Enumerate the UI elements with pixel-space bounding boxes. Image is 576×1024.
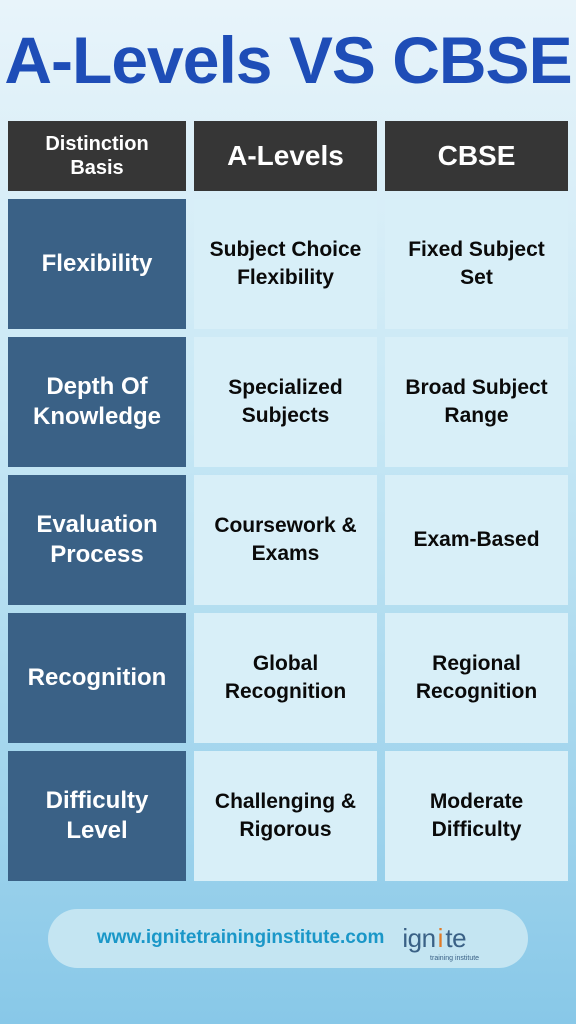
header-alevels: A-Levels [194, 121, 377, 191]
table-row: Evaluation Process Coursework & Exams Ex… [8, 475, 568, 605]
row-alevels-value: Global Recognition [194, 613, 377, 743]
row-alevels-value: Subject Choice Flexibility [194, 199, 377, 329]
table-header-row: Distinction Basis A-Levels CBSE [8, 121, 568, 191]
row-basis: Difficulty Level [8, 751, 186, 881]
comparison-table: Distinction Basis A-Levels CBSE Flexibil… [8, 121, 568, 881]
row-cbse-value: Moderate Difficulty [385, 751, 568, 881]
logo-text-end: te [445, 923, 466, 954]
row-cbse-value: Regional Recognition [385, 613, 568, 743]
header-cbse: CBSE [385, 121, 568, 191]
row-cbse-value: Broad Subject Range [385, 337, 568, 467]
row-basis: Depth Of Knowledge [8, 337, 186, 467]
row-basis: Evaluation Process [8, 475, 186, 605]
row-cbse-value: Exam-Based [385, 475, 568, 605]
row-basis: Recognition [8, 613, 186, 743]
table-row: Flexibility Subject Choice Flexibility F… [8, 199, 568, 329]
logo-subtitle: training institute [430, 955, 479, 962]
footer-bar: www.ignitetraininginstitute.com ignite t… [48, 909, 528, 968]
row-alevels-value: Specialized Subjects [194, 337, 377, 467]
header-distinction-basis: Distinction Basis [8, 121, 186, 191]
row-alevels-value: Coursework & Exams [194, 475, 377, 605]
row-cbse-value: Fixed Subject Set [385, 199, 568, 329]
table-row: Depth Of Knowledge Specialized Subjects … [8, 337, 568, 467]
logo-text-start: ign [402, 923, 435, 954]
ignite-logo: ignite training institute [402, 923, 479, 954]
table-row: Recognition Global Recognition Regional … [8, 613, 568, 743]
row-basis: Flexibility [8, 199, 186, 329]
logo-accent-icon: i [438, 923, 444, 954]
footer-url: www.ignitetraininginstitute.com [97, 927, 384, 949]
row-alevels-value: Challenging & Rigorous [194, 751, 377, 881]
page-title: A-Levels VS CBSE [4, 24, 571, 97]
table-row: Difficulty Level Challenging & Rigorous … [8, 751, 568, 881]
